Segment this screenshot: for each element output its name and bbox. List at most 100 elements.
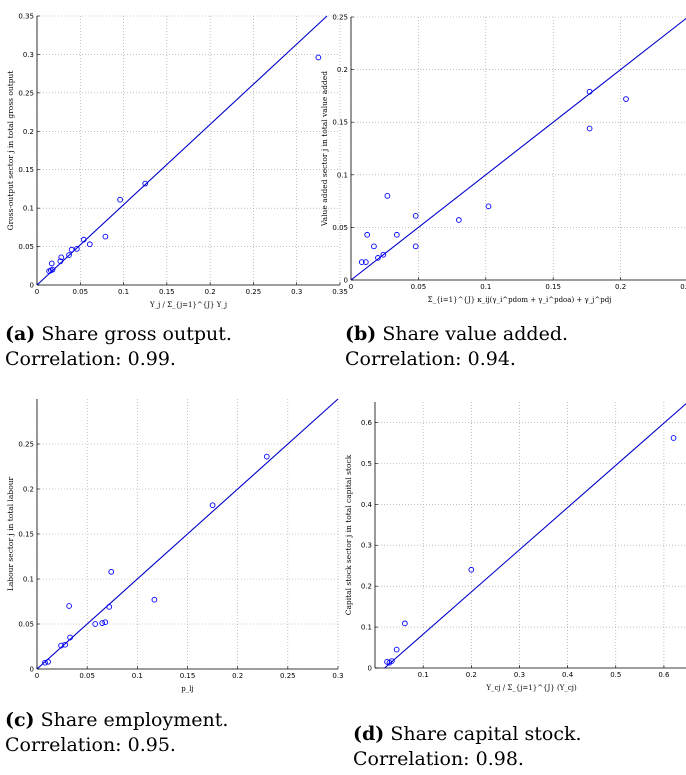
x-tick-label: 0.3 (514, 671, 525, 679)
x-axis-label: Y_j / Σ_{j=1}^{J} Y_j (149, 301, 227, 309)
y-tick-label: 0.6 (361, 419, 373, 427)
x-axis-label: Σ_{i=1}^{J} κ_ij(γ_i^pdom + γ_i^pdoa) + … (428, 296, 612, 304)
x-tick-label: 0.4 (562, 671, 574, 679)
x-tick-label: 0.15 (545, 283, 561, 291)
y-tick-label: 0.15 (18, 166, 34, 174)
caption-b: (b) Share value added. Correlation: 0.94… (345, 322, 683, 372)
data-point (402, 620, 408, 627)
data-point (57, 258, 64, 265)
data-point (67, 634, 73, 641)
scatter-chart-d: 0.1 0.2 0.3 0.4 0.5 0.6 0 0.1 0.2 0.3 0.4 0.5 0.6 Cap… (344, 402, 686, 692)
data-point (62, 641, 68, 648)
x-tick-label: 0.25 (680, 283, 686, 291)
x-tick-label: 0.25 (246, 288, 262, 296)
data-point (142, 180, 149, 187)
y-tick-label: 0.05 (18, 243, 34, 251)
data-point (358, 259, 365, 265)
fit-line (36, 398, 339, 670)
x-tick-label: 0.6 (658, 671, 670, 679)
x-tick-label: 0.1 (480, 283, 491, 291)
data-point (380, 251, 387, 258)
y-tick-label: 0.25 (332, 14, 348, 22)
data-point (362, 259, 369, 265)
y-tick-label: 0.5 (361, 460, 372, 468)
data-point (42, 659, 48, 666)
data-point (393, 231, 400, 238)
caption-text-c: Share employment. Correlation: 0.95. (5, 709, 229, 756)
data-point (58, 642, 64, 649)
x-tick-label: 0.15 (180, 672, 196, 680)
y-tick-label: 0.1 (361, 624, 372, 632)
x-tick-label: 0.3 (332, 672, 343, 680)
caption-d: (d) Share capital stock. Correlation: 0.… (353, 722, 686, 772)
y-tick-label: 0.1 (23, 576, 34, 584)
y-tick-label: 0 (30, 666, 34, 674)
caption-text-d: Share capital stock. Correlation: 0.98. (353, 723, 582, 770)
data-point (48, 260, 55, 267)
data-point (412, 243, 419, 250)
x-tick-label: 0.2 (232, 672, 243, 680)
chart-panel-b: 0 0.05 0.1 0.15 0.2 0.25 0 0.05 0.1 0.15 0.2 0.25 Va… (320, 0, 686, 325)
y-axis-label: Gross-output sector j in total gross out… (6, 71, 15, 231)
caption-text-b: Share value added. Correlation: 0.94. (345, 323, 569, 370)
y-tick-label: 0.05 (332, 224, 348, 232)
y-tick-label: 0.1 (23, 205, 34, 213)
data-point (384, 192, 391, 199)
data-point (106, 604, 113, 610)
data-point (73, 246, 80, 252)
x-tick-label: 0.1 (132, 672, 143, 680)
data-point (209, 502, 216, 509)
y-tick-label: 0.1 (337, 171, 348, 179)
y-tick-label: 0.05 (18, 621, 34, 629)
data-point (66, 252, 72, 258)
data-point (623, 96, 629, 102)
x-tick-label: 0.2 (466, 671, 477, 679)
scatter-chart-b: 0 0.05 0.1 0.15 0.2 0.25 0 0.05 0.1 0.15 0.2 0.25 Va… (320, 14, 686, 304)
x-tick-label: 0.35 (332, 288, 348, 296)
chart-panel-a: 0 0.05 0.1 0.15 0.2 0.25 0.3 0.35 0 0.05 0.1 0.15 0.… (0, 0, 348, 325)
y-tick-label: 0.15 (18, 531, 34, 539)
y-tick-label: 0.3 (361, 542, 372, 550)
data-point (99, 620, 106, 626)
y-tick-label: 0.25 (18, 441, 34, 449)
x-tick-label: 0 (35, 672, 39, 680)
x-tick-label: 0.25 (280, 672, 296, 680)
data-point (86, 241, 93, 248)
y-tick-label: 0.2 (23, 128, 34, 136)
x-tick-label: 0 (35, 288, 39, 296)
caption-c: (c) Share employment. Correlation: 0.95. (5, 708, 340, 758)
caption-a: (a) Share gross output. Correlation: 0.9… (5, 322, 340, 372)
data-point (102, 619, 109, 626)
chart-panel-c: 0 0.05 0.1 0.15 0.2 0.25 0.3 0 0.05 0.1 0.15 0.2 0.2… (0, 390, 344, 693)
data-point (102, 233, 109, 240)
x-tick-label: 0.05 (411, 283, 427, 291)
x-axis-label: p_lj (181, 685, 193, 693)
y-axis-label: Labour sector j in total labour (6, 476, 15, 591)
y-tick-label: 0.35 (18, 13, 34, 21)
data-point (586, 88, 593, 95)
x-tick-label: 0.3 (291, 288, 302, 296)
x-tick-label: 0.1 (118, 288, 129, 296)
data-point (364, 231, 371, 238)
y-axis-label: Value added sector j in total value adde… (320, 71, 329, 227)
data-point (80, 236, 87, 243)
caption-label-a: (a) (5, 323, 36, 345)
caption-text-a: Share gross output. Correlation: 0.99. (5, 323, 232, 370)
x-tick-label: 0.2 (615, 283, 626, 291)
scatter-chart-c: 0 0.05 0.1 0.15 0.2 0.25 0.3 0 0.05 0.1 0.15 0.2 0.2… (6, 398, 344, 693)
x-tick-label: 0.05 (79, 672, 95, 680)
y-tick-label: 0.4 (361, 501, 373, 509)
data-point (375, 255, 381, 261)
y-tick-label: 0.2 (337, 66, 348, 74)
x-tick-label: 0.2 (205, 288, 216, 296)
x-tick-label: 0 (349, 283, 353, 291)
data-point (586, 125, 593, 132)
y-tick-label: 0 (30, 282, 34, 290)
data-point (49, 266, 56, 273)
data-point (108, 568, 115, 575)
y-tick-label: 0 (368, 665, 372, 673)
data-point (92, 621, 99, 627)
x-tick-label: 0.5 (610, 671, 621, 679)
data-point (263, 453, 270, 460)
chart-panel-d: 0.1 0.2 0.3 0.4 0.5 0.6 0 0.1 0.2 0.3 0.4 0.5 0.6 Cap… (343, 390, 686, 710)
